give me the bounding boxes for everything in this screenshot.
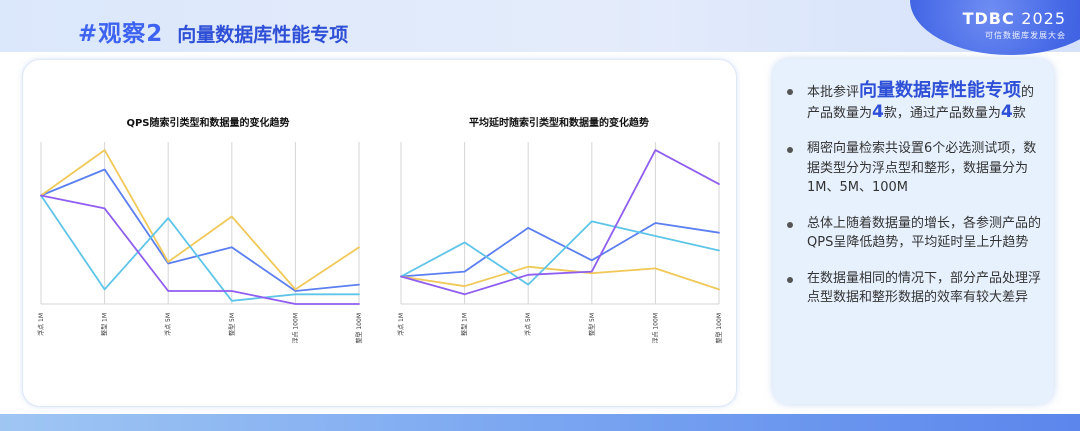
finding-1-text-d: 款 bbox=[1012, 105, 1026, 121]
x-tick-label: 整型 1M bbox=[461, 313, 469, 336]
x-tick-label: 整型 100M bbox=[355, 313, 363, 344]
bullet-dot bbox=[787, 276, 793, 283]
x-tick-label: 整型 5M bbox=[588, 313, 596, 336]
chart-card: QPS随索引类型和数据量的变化趋势浮点 1M 整型 1M 浮点 5M 整型 5M 浮点 … bbox=[22, 59, 737, 407]
x-tick-label: 整型 5M bbox=[228, 313, 236, 336]
chart-1-series-1-line bbox=[40, 168, 360, 292]
finding-2: 稠密向量检索共设置6个必选测试项，数据类型分为浮点型和整形，数据量分为1M、5M… bbox=[783, 139, 1045, 198]
finding-1-count-participants: 4 bbox=[872, 101, 884, 122]
chart-1-series-2-line bbox=[40, 149, 360, 291]
logo-year: 2025 bbox=[1021, 9, 1066, 28]
footer-band bbox=[0, 414, 1080, 431]
bullet-dot bbox=[787, 147, 793, 153]
chart-2-series-1-line bbox=[400, 222, 720, 278]
x-tick-label: 浮点 5M bbox=[164, 313, 172, 336]
chart-2-title: 平均延时随索引类型和数据量的变化趋势 bbox=[469, 116, 649, 129]
finding-1-count-passed: 4 bbox=[1000, 101, 1013, 122]
chart-1-series-4-line bbox=[40, 194, 360, 305]
chart-2-series-2-line bbox=[400, 265, 720, 291]
findings-list: 本批参评向量数据库性能专项的产品数量为4款，通过产品数量为4款 稠密向量检索共设… bbox=[783, 81, 1045, 324]
x-tick-label: 整型 100M bbox=[715, 313, 723, 344]
logo-subtitle: 可信数据库发展大会 bbox=[985, 31, 1066, 40]
chart-1-title: QPS随索引类型和数据量的变化趋势 bbox=[126, 116, 289, 129]
finding-1: 本批参评向量数据库性能专项的产品数量为4款，通过产品数量为4款 bbox=[783, 81, 1045, 123]
finding-3: 总体上随着数据量的增长，各参测产品的QPS呈降低趋势，平均延时呈上升趋势 bbox=[783, 214, 1045, 253]
finding-1-text-b: 的产品数量为 bbox=[807, 85, 1035, 121]
finding-4: 在数据量相同的情况下，部分产品处理浮点型数据和整形数据的效率有较大差异 bbox=[783, 269, 1045, 308]
bullet-dot bbox=[787, 89, 793, 95]
logo-text: TDBC bbox=[962, 9, 1015, 28]
observation-tag: #观察2 bbox=[78, 21, 164, 47]
tdbc-logo: TDBC 2025 bbox=[963, 9, 1066, 28]
finding-1-text-a: 本批参评 bbox=[807, 85, 860, 100]
x-tick-label: 浮点 100M bbox=[651, 313, 659, 344]
chart-2-series-4-line bbox=[400, 149, 720, 296]
x-tick-label: 浮点 5M bbox=[524, 313, 532, 336]
finding-1-highlight: 向量数据库性能专项 bbox=[859, 80, 1022, 101]
chart-1-series-3-line bbox=[40, 194, 360, 302]
finding-1-text-c: 款，通过产品数量为 bbox=[883, 105, 1001, 121]
chart-2-series-3-line bbox=[400, 220, 720, 286]
finding-3-text: 总体上随着数据量的增长，各参测产品的QPS呈降低趋势，平均延时呈上升趋势 bbox=[807, 215, 1042, 251]
finding-2-text: 稠密向量检索共设置6个必选测试项，数据类型分为浮点型和整形，数据量分为1M、5M… bbox=[807, 141, 1037, 195]
x-tick-label: 浮点 1M bbox=[37, 313, 45, 336]
observation-title: 向量数据库性能专项 bbox=[177, 24, 349, 46]
header-band bbox=[0, 0, 1080, 52]
bullet-dot bbox=[787, 221, 793, 228]
x-tick-label: 浮点 1M bbox=[397, 313, 405, 336]
x-tick-label: 整型 1M bbox=[101, 313, 109, 336]
findings-panel: 本批参评向量数据库性能专项的产品数量为4款，通过产品数量为4款 稠密向量检索共设… bbox=[773, 59, 1054, 404]
slide-title: #观察2 向量数据库性能专项 bbox=[78, 14, 348, 48]
x-tick-label: 浮点 100M bbox=[291, 313, 299, 344]
finding-4-text: 在数据量相同的情况下，部分产品处理浮点型数据和整形数据的效率有较大差异 bbox=[807, 270, 1042, 306]
